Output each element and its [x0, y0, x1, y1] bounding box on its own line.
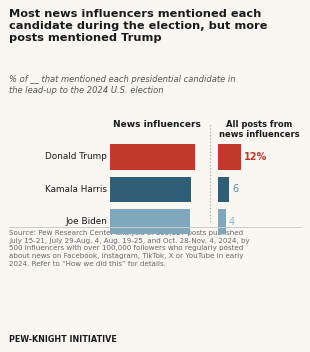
Text: Most news influencers mentioned each
candidate during the election, but more
pos: Most news influencers mentioned each can… [9, 9, 268, 43]
Text: % of __ that mentioned each presidential candidate in
the lead-up to the 2024 U.: % of __ that mentioned each presidential… [9, 75, 236, 95]
Text: All posts from
news influencers: All posts from news influencers [219, 120, 300, 139]
Text: News influencers: News influencers [113, 120, 201, 129]
Text: 86: 86 [144, 184, 157, 194]
Text: Kamala Harris: Kamala Harris [45, 185, 107, 194]
Text: 12%: 12% [244, 152, 268, 162]
Text: PEW-KNIGHT INITIATIVE: PEW-KNIGHT INITIATIVE [9, 335, 117, 344]
Text: Source: Pew Research Center analysis of 155,827 posts published
July 15-21, July: Source: Pew Research Center analysis of … [9, 230, 250, 267]
Text: 4: 4 [229, 217, 235, 227]
Text: 6: 6 [232, 184, 239, 194]
Text: 90%: 90% [140, 152, 165, 162]
Text: 85: 85 [144, 217, 157, 227]
Text: Joe Biden: Joe Biden [65, 217, 107, 226]
Text: Donald Trump: Donald Trump [45, 152, 107, 162]
